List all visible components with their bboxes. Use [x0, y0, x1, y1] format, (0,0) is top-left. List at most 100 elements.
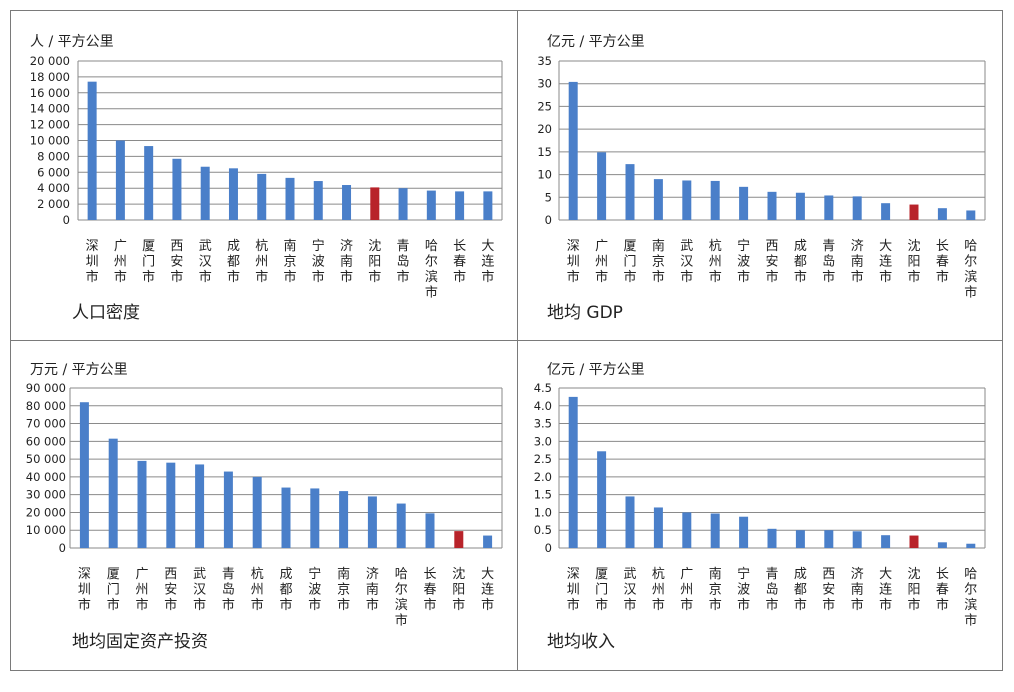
bar	[87, 81, 97, 220]
x-category-label: 济南市	[851, 239, 864, 285]
x-category-label: 广州市	[114, 239, 127, 285]
bar	[483, 191, 493, 220]
chart-panel-3: 万元 / 平方公里 90 000 80 000 70 000 60 000 50 000 4…	[26, 362, 503, 652]
x-category-label: 武汉市	[680, 239, 693, 285]
x-category-label: 青岛市	[397, 239, 410, 285]
y-tick-label: 4.5	[534, 381, 552, 395]
y-tick-label: 20	[537, 122, 552, 136]
x-category-label: 厦门市	[595, 567, 608, 613]
y-tick-label: 6 000	[37, 165, 70, 179]
bar	[909, 204, 919, 220]
bar	[137, 460, 147, 548]
x-category-label: 沈阳市	[368, 239, 381, 285]
x-category-label: 哈尔滨市	[964, 239, 977, 301]
bar	[310, 488, 320, 548]
x-category-label: 南京市	[709, 566, 722, 613]
chart-panel-4: 亿元 / 平方公里 4.5 4.0 3.5 3.0 2.5 2.0 1.5 1.0 0.5 0 深圳市…	[534, 362, 986, 652]
x-category-label: 成都市	[227, 239, 240, 285]
chart-title: 地均收入	[547, 632, 615, 652]
x-category-label: 杭州市	[652, 567, 665, 613]
x-category-label: 深圳市	[86, 239, 99, 285]
x-category-label: 武汉市	[199, 239, 212, 285]
bar	[568, 396, 578, 548]
x-category-label: 武汉市	[193, 567, 206, 613]
x-category-label: 哈尔滨市	[395, 567, 408, 629]
x-category-label: 杭州市	[251, 567, 264, 613]
y-tick-label: 2 000	[37, 197, 70, 211]
x-category-label: 沈阳市	[452, 567, 465, 613]
x-category-label: 长春市	[936, 567, 949, 613]
bar	[824, 530, 834, 548]
x-category-label: 青岛市	[222, 567, 235, 613]
x-category-label: 大连市	[879, 567, 892, 613]
bar	[281, 487, 291, 548]
y-tick-label: 3.5	[534, 417, 552, 431]
bar	[881, 535, 891, 548]
y-tick-label: 60 000	[26, 434, 66, 448]
bar	[653, 507, 663, 548]
x-category-label: 济南市	[851, 567, 864, 613]
chart-title: 地均 GDP	[547, 303, 623, 323]
bar	[342, 185, 352, 220]
bar	[881, 203, 891, 220]
bar	[252, 476, 262, 548]
x-category-label: 深圳市	[567, 239, 580, 285]
bar	[223, 471, 233, 548]
y-tick-label: 18 000	[30, 70, 70, 84]
y-tick-label: 0	[63, 213, 70, 227]
x-category-label: 武汉市	[623, 567, 636, 613]
axis-unit-label: 人 / 平方公里	[30, 34, 114, 50]
x-category-label: 南京市	[283, 238, 296, 285]
x-category-label: 厦门市	[623, 239, 636, 285]
x-category-label: 西安市	[170, 239, 183, 285]
x-category-label: 厦门市	[107, 567, 120, 613]
x-category-label: 杭州市	[709, 239, 722, 285]
y-tick-label: 90 000	[26, 381, 66, 395]
y-tick-label: 35	[537, 54, 552, 68]
y-tick-label: 25	[537, 99, 552, 113]
x-category-label: 成都市	[279, 567, 292, 613]
x-category-label: 沈阳市	[907, 567, 920, 613]
x-category-label: 深圳市	[567, 567, 580, 613]
x-category-label: 青岛市	[822, 239, 835, 285]
bar	[682, 512, 692, 548]
bar	[396, 503, 406, 548]
y-tick-label: 3.0	[534, 434, 552, 448]
x-category-label: 长春市	[423, 567, 436, 613]
x-category-label: 西安市	[765, 239, 778, 285]
chart-panel-1: 人 / 平方公里 20 000 18 000 16 000 14 000 12 000 10…	[30, 34, 503, 323]
axis-unit-label: 亿元 / 平方公里	[547, 34, 645, 50]
y-tick-label: 10 000	[26, 523, 66, 537]
x-category-label: 广州市	[135, 567, 148, 613]
x-category-label: 宁波市	[737, 238, 750, 285]
bar	[966, 543, 976, 548]
y-tick-label: 1.5	[534, 488, 552, 502]
bar	[115, 140, 125, 220]
bar	[852, 196, 862, 220]
x-category-label: 长春市	[453, 239, 466, 285]
x-category-label: 沈阳市	[907, 239, 920, 285]
x-category-label: 大连市	[879, 239, 892, 285]
x-category-label: 南京市	[337, 566, 350, 613]
bar	[739, 186, 749, 220]
y-tick-label: 10 000	[30, 134, 70, 148]
bar	[339, 491, 349, 548]
y-tick-label: 1.0	[534, 505, 552, 519]
bar	[425, 513, 435, 548]
y-tick-label: 80 000	[26, 399, 66, 413]
bar	[398, 188, 408, 220]
bar	[852, 531, 862, 548]
y-tick-label: 30 000	[26, 488, 66, 502]
bar	[682, 180, 692, 220]
bar	[597, 451, 607, 548]
y-tick-label: 0	[545, 541, 552, 555]
bar	[483, 535, 493, 548]
bar	[79, 402, 89, 548]
x-category-label: 杭州市	[255, 239, 268, 285]
bar	[937, 208, 947, 220]
bar	[767, 191, 777, 220]
bar	[937, 542, 947, 548]
y-tick-label: 20 000	[26, 505, 66, 519]
